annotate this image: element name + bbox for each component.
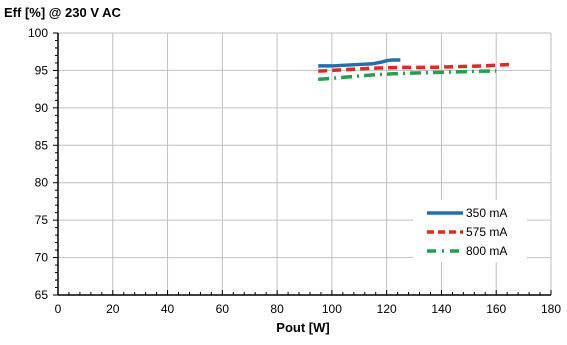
axes	[53, 32, 552, 296]
x-axis-title: Pout [W]	[276, 320, 329, 335]
x-tick-label: 140	[431, 302, 451, 316]
x-tick-label: 100	[322, 302, 342, 316]
x-tick-label: 80	[270, 302, 284, 316]
x-tick-label: 120	[377, 302, 397, 316]
y-tick-label: 90	[35, 101, 49, 115]
legend-label: 575 mA	[466, 225, 507, 239]
x-tick-label: 160	[486, 302, 506, 316]
x-tick-label: 40	[161, 302, 175, 316]
y-tick-label: 80	[35, 176, 49, 190]
x-tick-label: 0	[55, 302, 62, 316]
y-tick-label: 65	[35, 288, 49, 302]
legend: 350 mA 575 mA 800 mA	[413, 200, 527, 262]
series-line-800-ma	[318, 69, 497, 82]
legend-label: 350 mA	[466, 206, 507, 220]
series-line-350-ma	[318, 58, 401, 68]
legend-label: 800 mA	[466, 244, 507, 258]
y-tick-label: 85	[35, 138, 49, 152]
chart-title: Eff [%] @ 230 V AC	[4, 5, 122, 20]
y-tick-label: 95	[35, 63, 49, 77]
y-tick-label: 100	[28, 26, 48, 40]
y-tick-label: 75	[35, 213, 49, 227]
tick-labels: 65 70 75 80 85 90 95 100 0 20 40 60 80 100 120 140 160 18…	[28, 26, 561, 316]
y-tick-label: 70	[35, 251, 49, 265]
x-tick-label: 180	[541, 302, 561, 316]
series-lines	[318, 58, 511, 82]
x-tick-label: 20	[106, 302, 120, 316]
series-line-575-ma	[318, 62, 511, 73]
x-tick-label: 60	[216, 302, 230, 316]
